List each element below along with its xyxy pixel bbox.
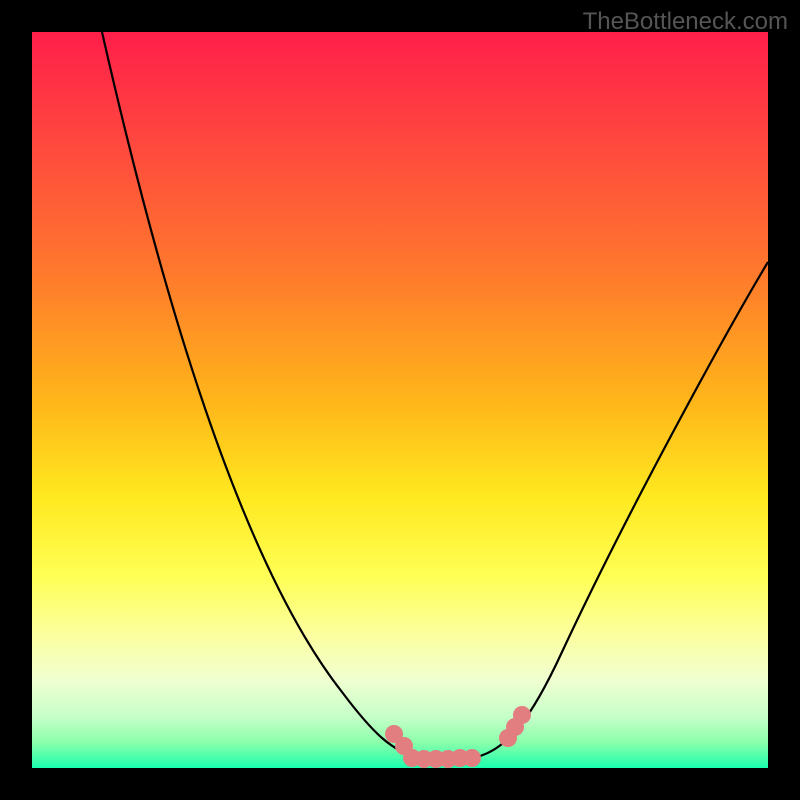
curve-marker — [463, 749, 481, 767]
gradient-background-rect — [32, 32, 768, 768]
figure-container: TheBottleneck.com — [0, 0, 800, 800]
watermark-text: TheBottleneck.com — [583, 8, 788, 36]
plot-svg — [32, 32, 768, 768]
curve-marker — [513, 706, 531, 724]
plot-area — [32, 32, 768, 768]
